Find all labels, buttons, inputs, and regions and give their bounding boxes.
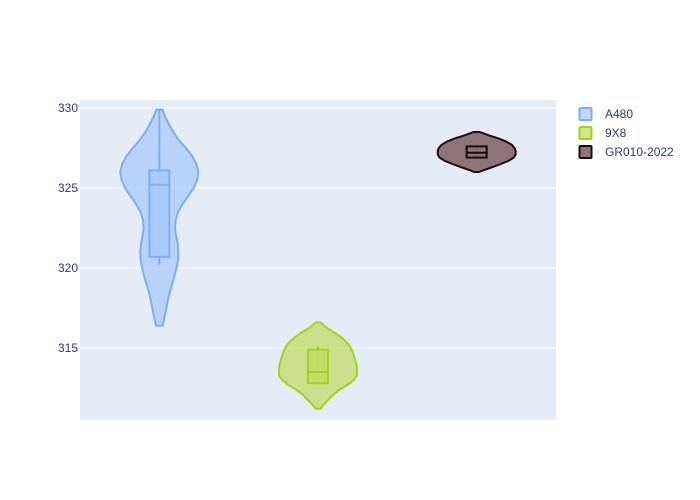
- violin-a480[interactable]: [119, 108, 200, 327]
- violins: [119, 108, 517, 410]
- y-axis-ticks: 315 320 325 330: [58, 101, 78, 355]
- violin-9x8[interactable]: [278, 321, 358, 410]
- violin-gr010-2022[interactable]: [436, 131, 517, 173]
- legend-label-a480: A480: [605, 107, 633, 121]
- legend-item-gr010-2022[interactable]: GR010-2022: [578, 145, 675, 159]
- y-tick-label-315: 315: [58, 341, 78, 355]
- violin-box-9x8: [307, 348, 329, 385]
- y-tick-label-320: 320: [58, 261, 78, 275]
- legend-label-gr010-2022: GR010-2022: [605, 145, 674, 159]
- legend-swatch-9x8: [578, 126, 593, 140]
- y-tick-label-325: 325: [58, 181, 78, 195]
- legend-item-a480[interactable]: A480: [578, 107, 634, 121]
- legend-item-9x8[interactable]: 9X8: [578, 126, 627, 140]
- y-tick-label-330: 330: [58, 101, 78, 115]
- legend-swatch-a480: [578, 107, 593, 121]
- violin-box-a480: [148, 169, 171, 258]
- legend-label-9x8: 9X8: [605, 126, 627, 140]
- legend-swatch-gr010-2022: [578, 145, 593, 159]
- legend[interactable]: A480 9X8 GR010-2022: [578, 107, 675, 159]
